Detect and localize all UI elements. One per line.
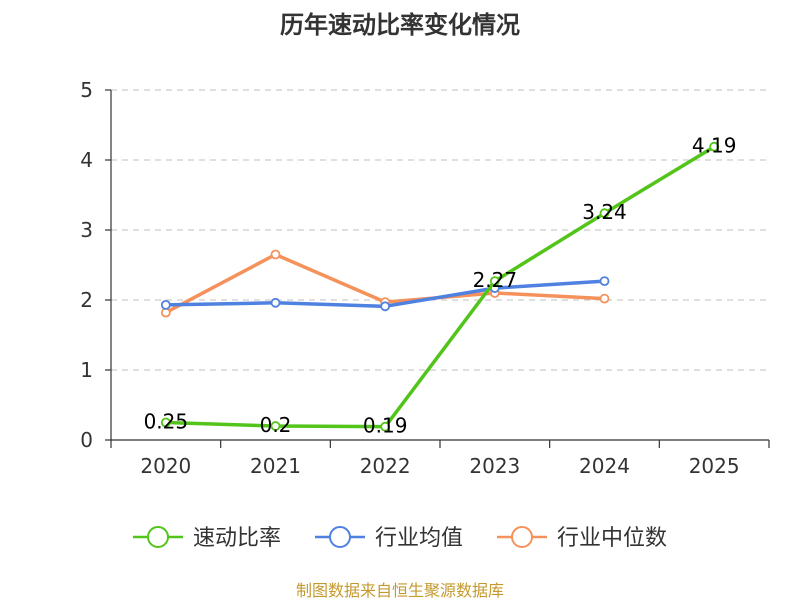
legend-label: 速动比率 bbox=[193, 526, 281, 551]
legend-label: 行业中位数 bbox=[557, 526, 667, 551]
data-label: 3.24 bbox=[582, 200, 627, 224]
y-tick-label: 2 bbox=[80, 288, 93, 312]
legend[interactable]: 速动比率 行业均值 行业中位数 bbox=[133, 526, 667, 551]
data-label: 0.2 bbox=[260, 413, 292, 437]
legend-label: 行业均值 bbox=[375, 526, 463, 551]
y-tick-label: 0 bbox=[80, 428, 93, 452]
x-tick-label: 2023 bbox=[469, 454, 520, 478]
legend-item-2[interactable]: 行业中位数 bbox=[497, 526, 667, 551]
chart-title: 历年速动比率变化情况 bbox=[280, 11, 520, 39]
legend-item-1[interactable]: 行业均值 bbox=[315, 526, 463, 551]
y-tick-label: 3 bbox=[80, 218, 93, 242]
series-layer bbox=[160, 141, 720, 432]
data-point[interactable] bbox=[380, 421, 391, 432]
x-tick-label: 2025 bbox=[689, 454, 740, 478]
data-point[interactable] bbox=[599, 208, 610, 219]
data-label: 0.19 bbox=[363, 414, 408, 438]
legend-swatch-marker bbox=[147, 526, 169, 548]
data-point[interactable] bbox=[160, 299, 171, 310]
legend-swatch-marker bbox=[329, 526, 351, 548]
data-point[interactable] bbox=[489, 276, 500, 287]
axes: 0 1 2 3 4 5 2020 2021 2022 2023 2024 2025 bbox=[80, 78, 770, 478]
legend-swatch-marker bbox=[511, 526, 533, 548]
data-label: 4.19 bbox=[692, 134, 737, 158]
data-point[interactable] bbox=[270, 297, 281, 308]
legend-item-0[interactable]: 速动比率 bbox=[133, 526, 281, 551]
y-tick-label: 1 bbox=[80, 358, 93, 382]
x-tick-label: 2020 bbox=[140, 454, 191, 478]
y-tick-label: 5 bbox=[80, 78, 93, 102]
series-0 bbox=[160, 141, 720, 432]
data-point[interactable] bbox=[160, 307, 171, 318]
x-tick-label: 2021 bbox=[250, 454, 301, 478]
x-tick-label: 2024 bbox=[579, 454, 630, 478]
data-point[interactable] bbox=[270, 249, 281, 260]
data-labels: 0.25 0.2 0.19 2.27 3.24 4.19 bbox=[144, 134, 737, 438]
data-label: 2.27 bbox=[473, 268, 518, 292]
data-point[interactable] bbox=[160, 417, 171, 428]
data-point[interactable] bbox=[380, 301, 391, 312]
gridlines bbox=[111, 89, 769, 371]
x-tick-label: 2022 bbox=[360, 454, 411, 478]
y-tick-label: 4 bbox=[80, 148, 93, 172]
data-point[interactable] bbox=[599, 293, 610, 304]
data-point[interactable] bbox=[270, 421, 281, 431]
series-1 bbox=[160, 276, 610, 312]
data-point[interactable] bbox=[599, 276, 610, 287]
series-line bbox=[164, 144, 716, 429]
data-label: 0.25 bbox=[144, 410, 189, 434]
data-point[interactable] bbox=[709, 141, 720, 152]
source-note: 制图数据来自恒生聚源数据库 bbox=[296, 581, 504, 600]
